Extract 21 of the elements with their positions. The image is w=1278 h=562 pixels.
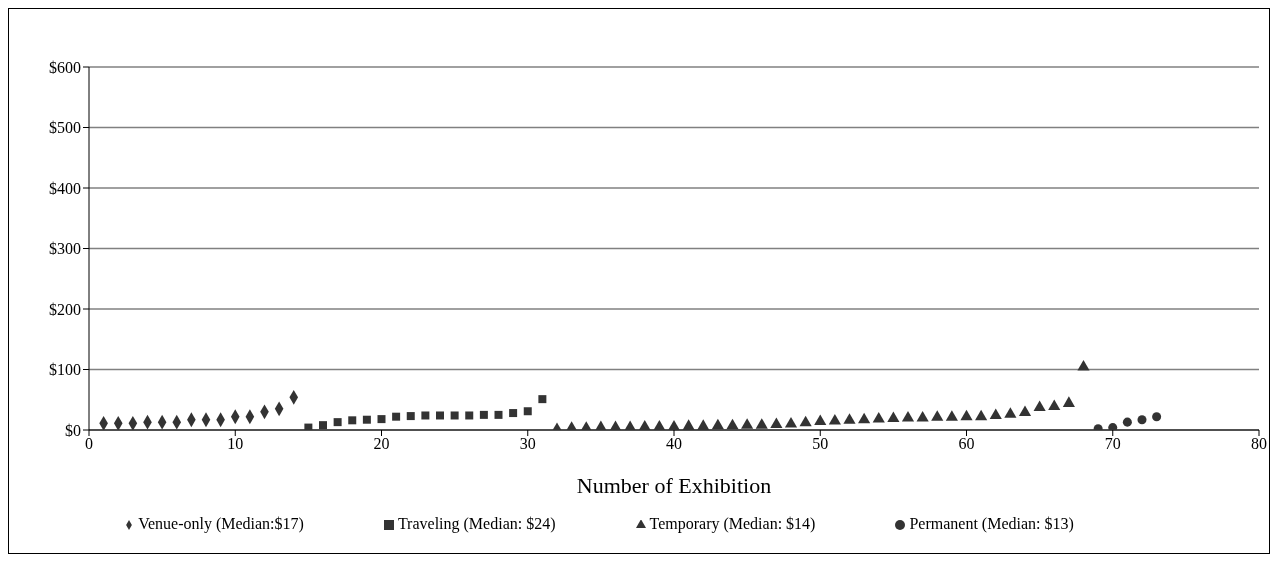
x-tick-label: 20 bbox=[373, 435, 390, 453]
legend-label: Temporary (Median: $14) bbox=[649, 515, 816, 532]
y-tick-label: $200 bbox=[49, 300, 81, 318]
x-tick-label: 70 bbox=[1104, 435, 1121, 453]
legend-label: Permanent (Median: $13) bbox=[909, 515, 1074, 532]
y-tick-label: $400 bbox=[49, 179, 81, 197]
legend-label: Venue-only (Median:$17) bbox=[138, 515, 304, 532]
x-tick-label: 80 bbox=[1251, 435, 1267, 453]
legend-label: Traveling (Median: $24) bbox=[397, 515, 556, 532]
y-tick-label: $100 bbox=[49, 361, 81, 379]
x-tick-label: 60 bbox=[958, 435, 975, 453]
x-tick-label: 30 bbox=[519, 435, 536, 453]
y-tick-label: $0 bbox=[65, 421, 81, 439]
x-tick-label: 10 bbox=[227, 435, 244, 453]
x-tick-label: 0 bbox=[85, 435, 93, 453]
y-tick-label: $600 bbox=[49, 58, 81, 76]
x-tick-label: 40 bbox=[666, 435, 682, 453]
y-tick-label: $500 bbox=[49, 119, 81, 137]
y-tick-label: $300 bbox=[49, 240, 81, 258]
x-axis-title: Number of Exhibition bbox=[576, 473, 772, 498]
x-tick-label: 50 bbox=[812, 435, 829, 453]
